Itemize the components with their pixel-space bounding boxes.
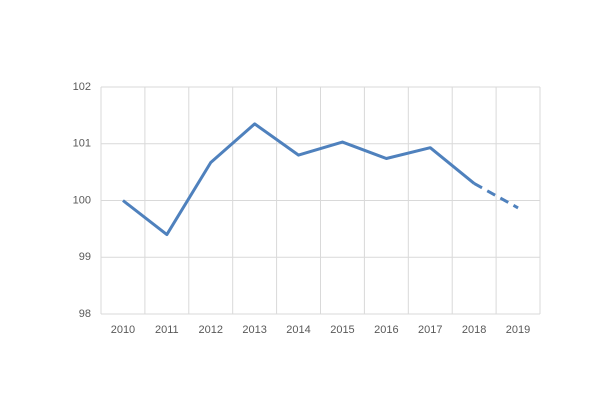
y-tick-label: 99 <box>79 251 91 263</box>
projected-line <box>473 182 519 210</box>
x-tick-label: 2013 <box>242 324 266 336</box>
y-tick-label: 100 <box>73 194 91 206</box>
x-tick-label: 2018 <box>462 324 486 336</box>
x-tick-label: 2014 <box>286 324 310 336</box>
x-tick-label: 2011 <box>155 324 179 336</box>
y-tick-label: 102 <box>73 81 91 93</box>
line <box>122 122 476 237</box>
x-tick-label: 2017 <box>418 324 442 336</box>
x-tick-label: 2012 <box>199 324 223 336</box>
y-tick-label: 101 <box>73 138 91 150</box>
y-tick-label: 98 <box>79 308 91 320</box>
x-tick-label: 2015 <box>330 324 354 336</box>
x-tick-label: 2019 <box>506 324 530 336</box>
x-tick-label: 2010 <box>111 324 135 336</box>
x-tick-label: 2016 <box>374 324 398 336</box>
